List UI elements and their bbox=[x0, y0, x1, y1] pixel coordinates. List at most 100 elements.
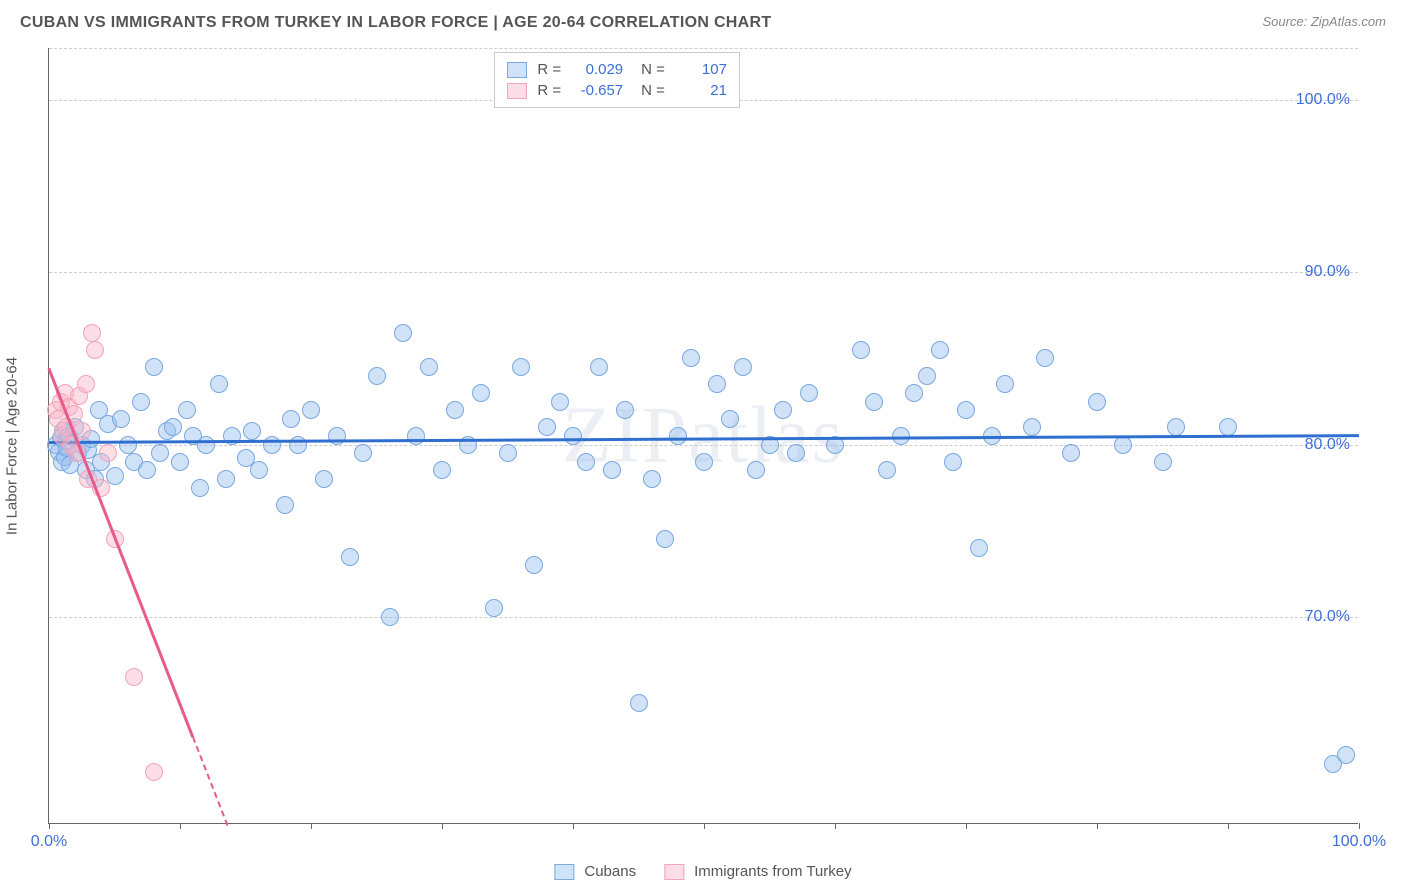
data-point bbox=[1023, 418, 1041, 436]
x-tick-mark bbox=[704, 823, 705, 829]
data-point bbox=[341, 548, 359, 566]
data-point bbox=[217, 470, 235, 488]
data-point bbox=[1167, 418, 1185, 436]
data-point bbox=[145, 358, 163, 376]
y-tick-label: 90.0% bbox=[1305, 263, 1350, 281]
y-tick-label: 80.0% bbox=[1305, 436, 1350, 454]
data-point bbox=[394, 324, 412, 342]
data-point bbox=[1219, 418, 1237, 436]
stats-legend-row: R =-0.657N =21 bbox=[507, 80, 727, 101]
data-point bbox=[125, 668, 143, 686]
data-point bbox=[957, 401, 975, 419]
series-legend: Cubans Immigrants from Turkey bbox=[554, 861, 851, 882]
data-point bbox=[151, 444, 169, 462]
data-point bbox=[878, 461, 896, 479]
x-tick-mark bbox=[1228, 823, 1229, 829]
data-point bbox=[944, 453, 962, 471]
data-point bbox=[918, 367, 936, 385]
legend-r-value: -0.657 bbox=[571, 82, 623, 99]
data-point bbox=[243, 422, 261, 440]
data-point bbox=[643, 470, 661, 488]
x-tick-mark bbox=[1097, 823, 1098, 829]
data-point bbox=[289, 436, 307, 454]
data-point bbox=[577, 453, 595, 471]
data-point bbox=[171, 453, 189, 471]
legend-r-value: 0.029 bbox=[571, 61, 623, 78]
x-tick-mark bbox=[1359, 823, 1360, 829]
data-point bbox=[472, 384, 490, 402]
data-point bbox=[263, 436, 281, 454]
x-tick-mark bbox=[49, 823, 50, 829]
y-tick-label: 100.0% bbox=[1296, 91, 1350, 109]
data-point bbox=[276, 496, 294, 514]
data-point bbox=[656, 530, 674, 548]
gridline bbox=[49, 445, 1358, 446]
data-point bbox=[138, 461, 156, 479]
gridline bbox=[49, 48, 1358, 49]
x-tick-mark bbox=[180, 823, 181, 829]
gridline bbox=[49, 617, 1358, 618]
legend-r-label: R = bbox=[537, 82, 561, 99]
data-point bbox=[83, 324, 101, 342]
data-point bbox=[499, 444, 517, 462]
x-tick-label: 100.0% bbox=[1332, 833, 1386, 851]
data-point bbox=[590, 358, 608, 376]
data-point bbox=[603, 461, 621, 479]
data-point bbox=[931, 341, 949, 359]
data-point bbox=[420, 358, 438, 376]
data-point bbox=[852, 341, 870, 359]
data-point bbox=[669, 427, 687, 445]
legend-n-label: N = bbox=[641, 82, 665, 99]
stats-legend-row: R =0.029N =107 bbox=[507, 59, 727, 80]
data-point bbox=[1062, 444, 1080, 462]
data-point bbox=[381, 608, 399, 626]
legend-label: Immigrants from Turkey bbox=[694, 863, 852, 880]
data-point bbox=[315, 470, 333, 488]
data-point bbox=[512, 358, 530, 376]
legend-swatch bbox=[554, 864, 574, 880]
legend-item: Immigrants from Turkey bbox=[664, 861, 852, 882]
data-point bbox=[485, 599, 503, 617]
x-tick-mark bbox=[966, 823, 967, 829]
trend-line bbox=[192, 737, 228, 826]
data-point bbox=[86, 341, 104, 359]
plot-area: ZIPatlas 70.0%80.0%90.0%100.0%0.0%100.0%… bbox=[48, 48, 1358, 824]
data-point bbox=[99, 444, 117, 462]
x-tick-mark bbox=[835, 823, 836, 829]
x-tick-mark bbox=[442, 823, 443, 829]
y-tick-label: 70.0% bbox=[1305, 608, 1350, 626]
data-point bbox=[354, 444, 372, 462]
data-point bbox=[250, 461, 268, 479]
data-point bbox=[145, 763, 163, 781]
data-point bbox=[564, 427, 582, 445]
chart-source: Source: ZipAtlas.com bbox=[1262, 14, 1386, 29]
data-point bbox=[433, 461, 451, 479]
legend-item: Cubans bbox=[554, 861, 636, 882]
stats-legend: R =0.029N =107R =-0.657N =21 bbox=[494, 52, 740, 108]
data-point bbox=[721, 410, 739, 428]
data-point bbox=[1337, 746, 1355, 764]
data-point bbox=[630, 694, 648, 712]
gridline bbox=[49, 272, 1358, 273]
chart-header: CUBAN VS IMMIGRANTS FROM TURKEY IN LABOR… bbox=[0, 0, 1406, 48]
data-point bbox=[164, 418, 182, 436]
data-point bbox=[1088, 393, 1106, 411]
data-point bbox=[368, 367, 386, 385]
data-point bbox=[210, 375, 228, 393]
data-point bbox=[695, 453, 713, 471]
data-point bbox=[302, 401, 320, 419]
data-point bbox=[1036, 349, 1054, 367]
data-point bbox=[191, 479, 209, 497]
legend-swatch bbox=[507, 83, 527, 99]
legend-swatch bbox=[507, 62, 527, 78]
chart-title: CUBAN VS IMMIGRANTS FROM TURKEY IN LABOR… bbox=[20, 14, 771, 32]
data-point bbox=[1154, 453, 1172, 471]
data-point bbox=[77, 375, 95, 393]
data-point bbox=[132, 393, 150, 411]
data-point bbox=[734, 358, 752, 376]
legend-n-label: N = bbox=[641, 61, 665, 78]
legend-label: Cubans bbox=[584, 863, 636, 880]
data-point bbox=[682, 349, 700, 367]
data-point bbox=[525, 556, 543, 574]
data-point bbox=[282, 410, 300, 428]
